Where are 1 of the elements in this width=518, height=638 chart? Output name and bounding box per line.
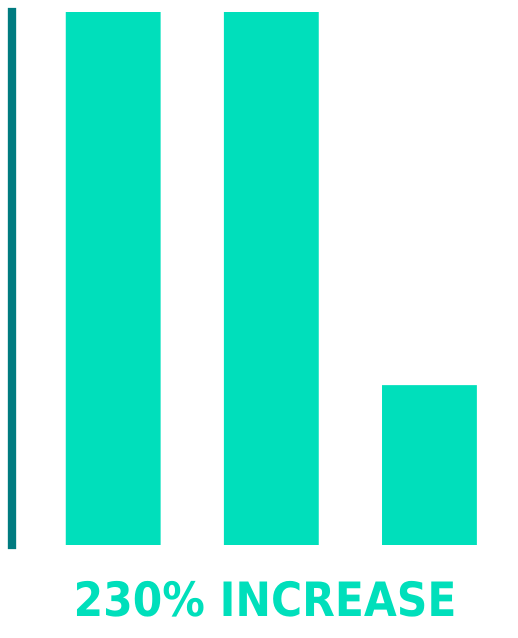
text: 230% INCREASE — [76, 580, 454, 617]
